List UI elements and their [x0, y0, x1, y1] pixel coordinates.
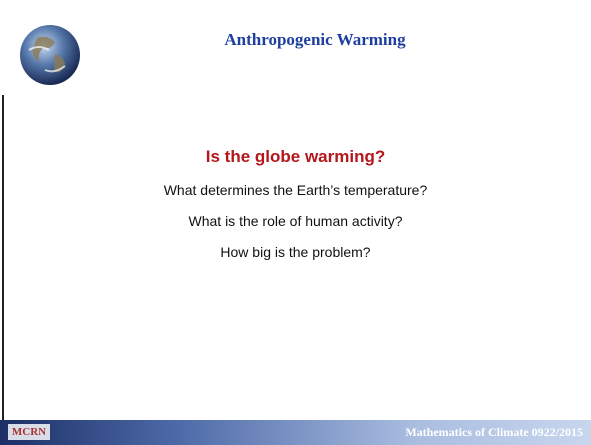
left-rule: [2, 95, 4, 420]
text-line: What is the role of human activity?: [188, 213, 403, 229]
globe-icon: [20, 25, 80, 85]
footer-bar: MCRN Mathematics of Climate 0922/2015: [0, 420, 591, 445]
text-line: What determines the Earth’s temperature?: [163, 182, 428, 198]
footer-text: Mathematics of Climate 0922/2015: [405, 425, 583, 439]
text-line: How big is the problem?: [220, 244, 371, 260]
logo: MCRN: [8, 424, 50, 440]
slide-title: Anthropogenic Warming: [224, 30, 406, 49]
question: Is the globe warming?: [205, 147, 386, 166]
